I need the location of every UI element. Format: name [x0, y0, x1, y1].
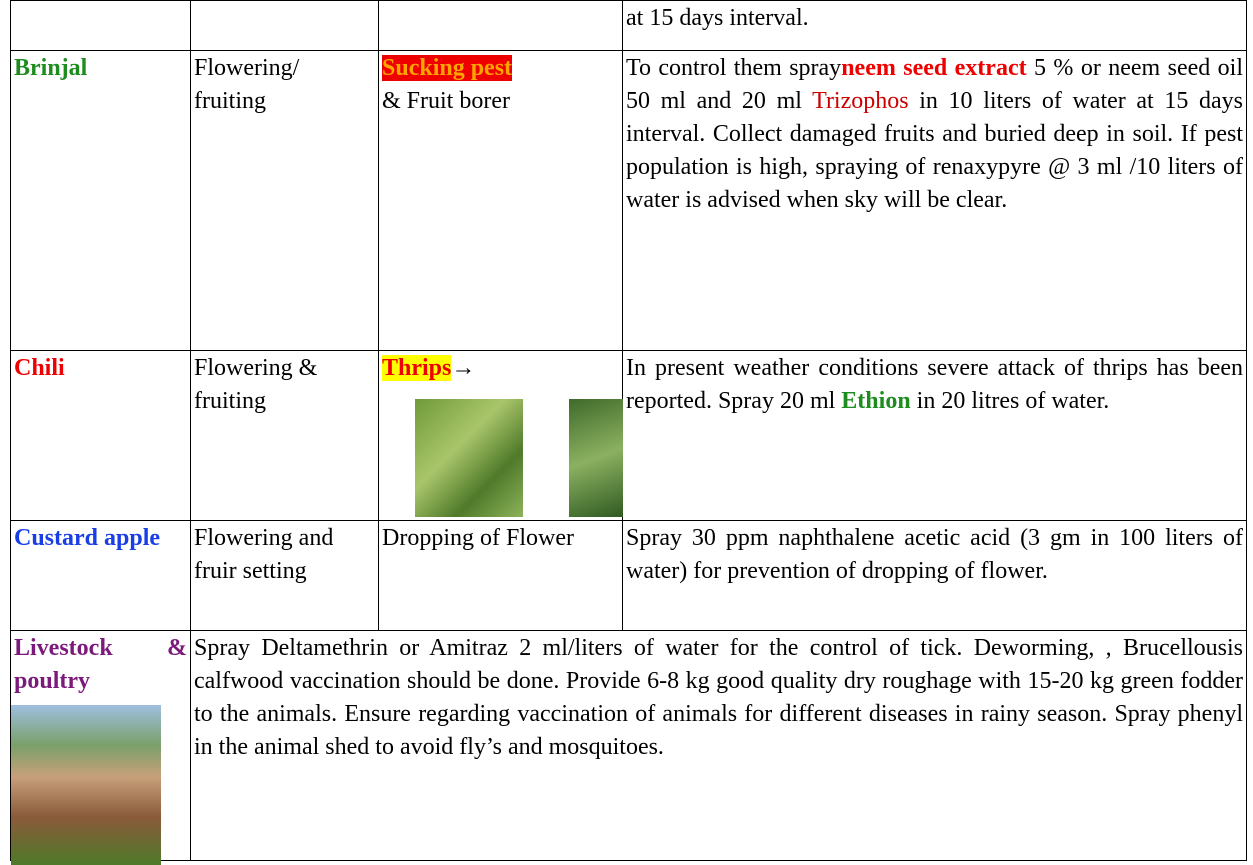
stage-cell: Flowering & fruiting [191, 351, 379, 521]
stage-cell: Flowering/ fruiting [191, 51, 379, 351]
advice-highlight: Ethion [841, 388, 910, 414]
advice-text: at 15 days interval. [626, 5, 809, 31]
advice-text: Spray Deltamethrin or Amitraz 2 ml/liter… [194, 635, 1243, 760]
pest-name: Dropping of Flower [382, 525, 574, 551]
row: at 15 days interval. [11, 1, 1247, 51]
cell [379, 1, 623, 51]
crop-cell: Brinjal [11, 51, 191, 351]
crop-cell: Livestock & poultry [11, 631, 191, 861]
advice-text: in 20 litres of water. [911, 388, 1110, 414]
crop-cell: Custard apple [11, 521, 191, 631]
row: Chili Flowering & fruiting Thrips→ In pr… [11, 351, 1247, 521]
advice-text: Spray 30 ppm naphthalene acetic acid (3 … [626, 525, 1243, 584]
pest-cell: Sucking pest & Fruit borer [379, 51, 623, 351]
livestock-photo [11, 705, 161, 865]
pest-photo [415, 399, 523, 517]
advice-cell: To control them sprayneem seed extract 5… [623, 51, 1247, 351]
advice-cell: at 15 days interval. [623, 1, 1247, 51]
advice-cell: Spray Deltamethrin or Amitraz 2 ml/liter… [191, 631, 1247, 861]
pest-photo [569, 399, 623, 517]
pest-name: & Fruit borer [382, 88, 510, 114]
advice-cell: Spray 30 ppm naphthalene acetic acid (3 … [623, 521, 1247, 631]
row: Livestock & poultry Spray Deltamethrin o… [11, 631, 1247, 861]
row: Brinjal Flowering/ fruiting Sucking pest… [11, 51, 1247, 351]
arrow: → [451, 355, 475, 381]
pest-cell: Thrips→ [379, 351, 623, 521]
pest-cell: Dropping of Flower [379, 521, 623, 631]
crop-name: Custard apple [14, 525, 160, 551]
crop-stage: Flowering and fruir setting [194, 525, 333, 584]
advice-highlight: neem seed extract [841, 55, 1026, 81]
cell [191, 1, 379, 51]
row: Custard apple Flowering and fruir settin… [11, 521, 1247, 631]
crop-stage: Flowering/ fruiting [194, 55, 299, 114]
crop-name: Brinjal [14, 55, 87, 81]
crop-name: Chili [14, 355, 65, 381]
advice-highlight: Trizophos [812, 88, 908, 114]
crop-cell: Chili [11, 351, 191, 521]
cell [11, 1, 191, 51]
advice-cell: In present weather conditions severe att… [623, 351, 1247, 521]
pest-name: Sucking pest [382, 55, 512, 81]
advice-text: To control them spray [626, 55, 841, 81]
pest-advisory-table: at 15 days interval. Brinjal Flowering/ … [10, 0, 1247, 861]
crop-name: Livestock & poultry [14, 632, 187, 698]
crop-stage: Flowering & fruiting [194, 355, 317, 414]
stage-cell: Flowering and fruir setting [191, 521, 379, 631]
page: at 15 days interval. Brinjal Flowering/ … [0, 0, 1253, 848]
pest-name: Thrips [382, 355, 451, 381]
